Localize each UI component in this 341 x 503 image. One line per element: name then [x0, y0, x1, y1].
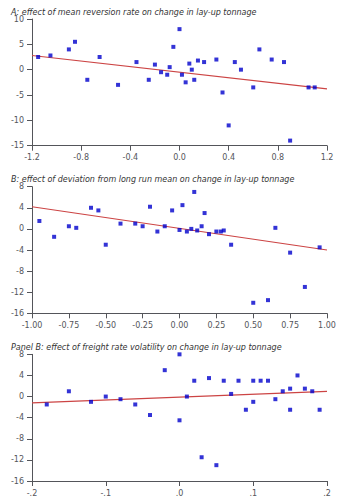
svg-text:0.4: 0.4 — [222, 153, 235, 162]
svg-text:-10: -10 — [11, 116, 24, 125]
svg-text:-.1: -.1 — [100, 489, 111, 498]
svg-text:0: 0 — [19, 392, 24, 401]
svg-text:0.50: 0.50 — [244, 321, 262, 330]
svg-text:0: 0 — [19, 224, 24, 233]
svg-text:-8: -8 — [16, 267, 24, 276]
svg-text:0.8: 0.8 — [271, 153, 284, 162]
svg-text:0.75: 0.75 — [281, 321, 299, 330]
svg-text:0.0: 0.0 — [173, 153, 186, 162]
svg-text:.1: .1 — [249, 489, 257, 498]
svg-text:10: 10 — [13, 14, 24, 24]
svg-text:1.00: 1.00 — [318, 321, 336, 330]
svg-text:-16: -16 — [11, 477, 24, 486]
svg-text:B: effect of deviation from lo: B: effect of deviation from long run mea… — [11, 175, 294, 184]
svg-text:-15: -15 — [11, 141, 24, 150]
svg-text:-16: -16 — [11, 309, 24, 318]
svg-text:-8: -8 — [16, 434, 24, 443]
svg-text:-1.2: -1.2 — [24, 153, 40, 162]
svg-text:-0.75: -0.75 — [59, 321, 80, 330]
svg-text:-0.50: -0.50 — [95, 321, 116, 330]
svg-text:0: 0 — [19, 65, 24, 74]
svg-text:-.2: -.2 — [27, 489, 38, 498]
svg-text:-12: -12 — [11, 288, 24, 297]
svg-text:4: 4 — [19, 371, 24, 380]
svg-text:-0.25: -0.25 — [132, 321, 153, 330]
svg-text:.2: .2 — [323, 489, 331, 498]
svg-text:-4: -4 — [16, 246, 24, 255]
svg-text:.0: .0 — [176, 489, 184, 498]
svg-text:5: 5 — [19, 40, 24, 49]
svg-text:-5: -5 — [16, 91, 24, 100]
svg-text:0.00: 0.00 — [171, 321, 189, 330]
svg-text:-1.00: -1.00 — [22, 321, 43, 330]
svg-text:8: 8 — [18, 182, 24, 192]
svg-text:1.2: 1.2 — [321, 153, 334, 162]
svg-text:Panel B: effect of freight rat: Panel B: effect of freight rate volatili… — [11, 343, 282, 352]
svg-text:8: 8 — [18, 349, 24, 359]
svg-text:-0.4: -0.4 — [123, 153, 139, 162]
svg-text:-4: -4 — [16, 413, 24, 422]
svg-text:-0.8: -0.8 — [73, 153, 89, 162]
svg-text:0.25: 0.25 — [207, 321, 225, 330]
svg-text:A: effect of mean reversion ra: A: effect of mean reversion rate on chan… — [10, 8, 257, 17]
svg-text:4: 4 — [19, 203, 24, 212]
svg-text:-12: -12 — [11, 455, 24, 464]
